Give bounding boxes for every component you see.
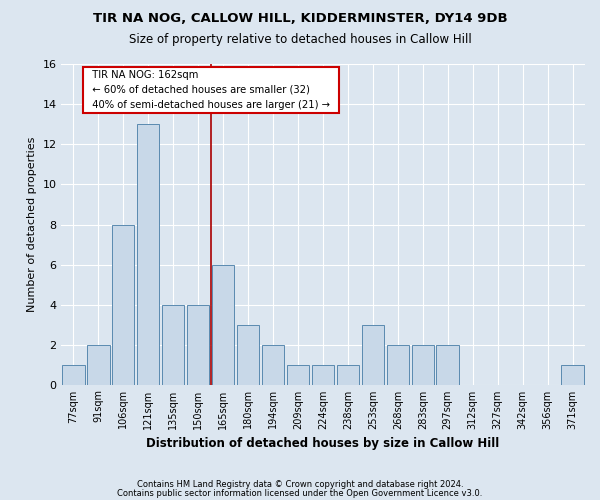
Text: Contains public sector information licensed under the Open Government Licence v3: Contains public sector information licen… bbox=[118, 488, 482, 498]
Bar bbox=[87, 345, 110, 385]
Y-axis label: Number of detached properties: Number of detached properties bbox=[27, 137, 37, 312]
Text: TIR NA NOG, CALLOW HILL, KIDDERMINSTER, DY14 9DB: TIR NA NOG, CALLOW HILL, KIDDERMINSTER, … bbox=[92, 12, 508, 26]
X-axis label: Distribution of detached houses by size in Callow Hill: Distribution of detached houses by size … bbox=[146, 437, 500, 450]
Bar bbox=[212, 264, 235, 385]
Bar bbox=[561, 365, 584, 385]
Bar bbox=[187, 305, 209, 385]
Bar bbox=[362, 325, 384, 385]
Bar bbox=[62, 365, 85, 385]
Bar bbox=[386, 345, 409, 385]
Text: Contains HM Land Registry data © Crown copyright and database right 2024.: Contains HM Land Registry data © Crown c… bbox=[137, 480, 463, 489]
Bar bbox=[436, 345, 459, 385]
Bar bbox=[162, 305, 184, 385]
Bar bbox=[112, 224, 134, 385]
Bar bbox=[137, 124, 160, 385]
Text: Size of property relative to detached houses in Callow Hill: Size of property relative to detached ho… bbox=[128, 32, 472, 46]
Text: TIR NA NOG: 162sqm
  ← 60% of detached houses are smaller (32)
  40% of semi-det: TIR NA NOG: 162sqm ← 60% of detached hou… bbox=[86, 70, 336, 110]
Bar bbox=[412, 345, 434, 385]
Bar bbox=[237, 325, 259, 385]
Bar bbox=[337, 365, 359, 385]
Bar bbox=[287, 365, 309, 385]
Bar bbox=[262, 345, 284, 385]
Bar bbox=[311, 365, 334, 385]
